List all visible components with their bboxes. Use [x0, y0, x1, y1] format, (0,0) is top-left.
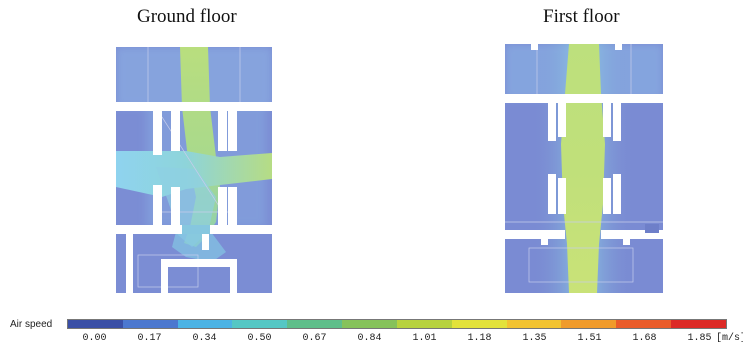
- color-scale-tick-label: 0.00: [82, 333, 107, 344]
- color-scale-segment: [671, 320, 726, 328]
- color-scale-tick-label: 0.17: [137, 333, 162, 344]
- color-scale-segment: [122, 320, 178, 328]
- ground-wall-col-8: [228, 187, 237, 225]
- color-scale-tick-label: 1.01: [412, 333, 437, 344]
- color-scale-tick-label: 0.67: [302, 333, 327, 344]
- first-wall-col-6: [558, 178, 566, 214]
- ground-wall-col-7: [218, 187, 227, 225]
- first-wall-col-1: [548, 103, 556, 141]
- first-wall-lower-left: [505, 230, 565, 239]
- color-scale-tick-label: 0.84: [357, 333, 382, 344]
- ground-wall-upper: [116, 102, 272, 111]
- first-wall-top-1: [531, 44, 538, 50]
- color-scale-tick-label: 0.50: [247, 333, 272, 344]
- color-scale-tick-label: 1.68: [632, 333, 657, 344]
- ground-wall-col-5: [153, 185, 162, 225]
- ground-wall-bottom: [161, 259, 237, 267]
- color-scale-tick-label: 1.85: [687, 333, 712, 344]
- ground-floor-plan: [116, 47, 272, 293]
- color-scale-segment: [177, 320, 233, 328]
- ground-floor-title: Ground floor: [137, 6, 237, 27]
- color-scale-ticks: 0.00 0.17 0.34 0.50 0.67 0.84 1.01 1.18 1.35 1.51…: [67, 333, 727, 345]
- first-wall-col-2: [558, 103, 566, 137]
- ground-wall-lower-gap: [182, 225, 210, 234]
- first-floor-plan: [505, 44, 663, 293]
- color-scale-segment: [616, 320, 672, 328]
- color-scale-segment: [287, 320, 343, 328]
- first-floor-title: First floor: [543, 6, 620, 27]
- first-wall-upper: [505, 94, 663, 103]
- color-scale-tick-label: 1.51: [577, 333, 602, 344]
- color-scale-segment: [396, 320, 452, 328]
- legend-label: Air speed: [10, 319, 53, 330]
- first-wall-lower-right: [601, 230, 663, 239]
- first-faint-lines: [505, 44, 663, 283]
- ground-wall-col-3: [218, 111, 227, 151]
- first-wall-col-8: [613, 174, 621, 214]
- color-scale-segment: [451, 320, 507, 328]
- color-scale-bar: [67, 319, 727, 329]
- color-scale-segment: [342, 320, 397, 328]
- ground-wall-col-4: [228, 111, 237, 151]
- color-scale-segment: [68, 320, 123, 328]
- first-wall-post-2: [623, 239, 630, 245]
- legend-unit: [m/s]: [716, 333, 743, 344]
- first-wall-col-7: [603, 178, 611, 214]
- ground-wall-col-6: [171, 187, 180, 225]
- ground-lower-flow: [172, 232, 226, 262]
- first-floor-walls: [505, 44, 663, 245]
- ground-wall-bottom-post-2: [230, 267, 237, 293]
- ground-wall-col-2: [171, 111, 180, 151]
- color-scale-tick-label: 1.18: [467, 333, 492, 344]
- color-scale-tick-label: 0.34: [192, 333, 217, 344]
- first-wall-col-3: [603, 103, 611, 137]
- first-wall-post-1: [541, 239, 548, 245]
- ground-wall-stub-1: [126, 234, 133, 293]
- color-scale-segment: [506, 320, 562, 328]
- first-wall-col-5: [548, 174, 556, 214]
- ground-wall-col-1: [153, 111, 162, 155]
- first-wall-top-2: [615, 44, 622, 50]
- first-corridor-flow: [561, 44, 605, 293]
- first-small-box: [645, 224, 659, 233]
- color-scale-segment: [232, 320, 288, 328]
- first-wall-col-4: [613, 103, 621, 141]
- color-scale-tick-label: 1.35: [522, 333, 547, 344]
- ground-floor-walls: [116, 102, 272, 293]
- ground-wall-stub-2: [202, 234, 209, 250]
- color-scale-segment: [561, 320, 617, 328]
- ground-wall-bottom-post-1: [161, 267, 168, 293]
